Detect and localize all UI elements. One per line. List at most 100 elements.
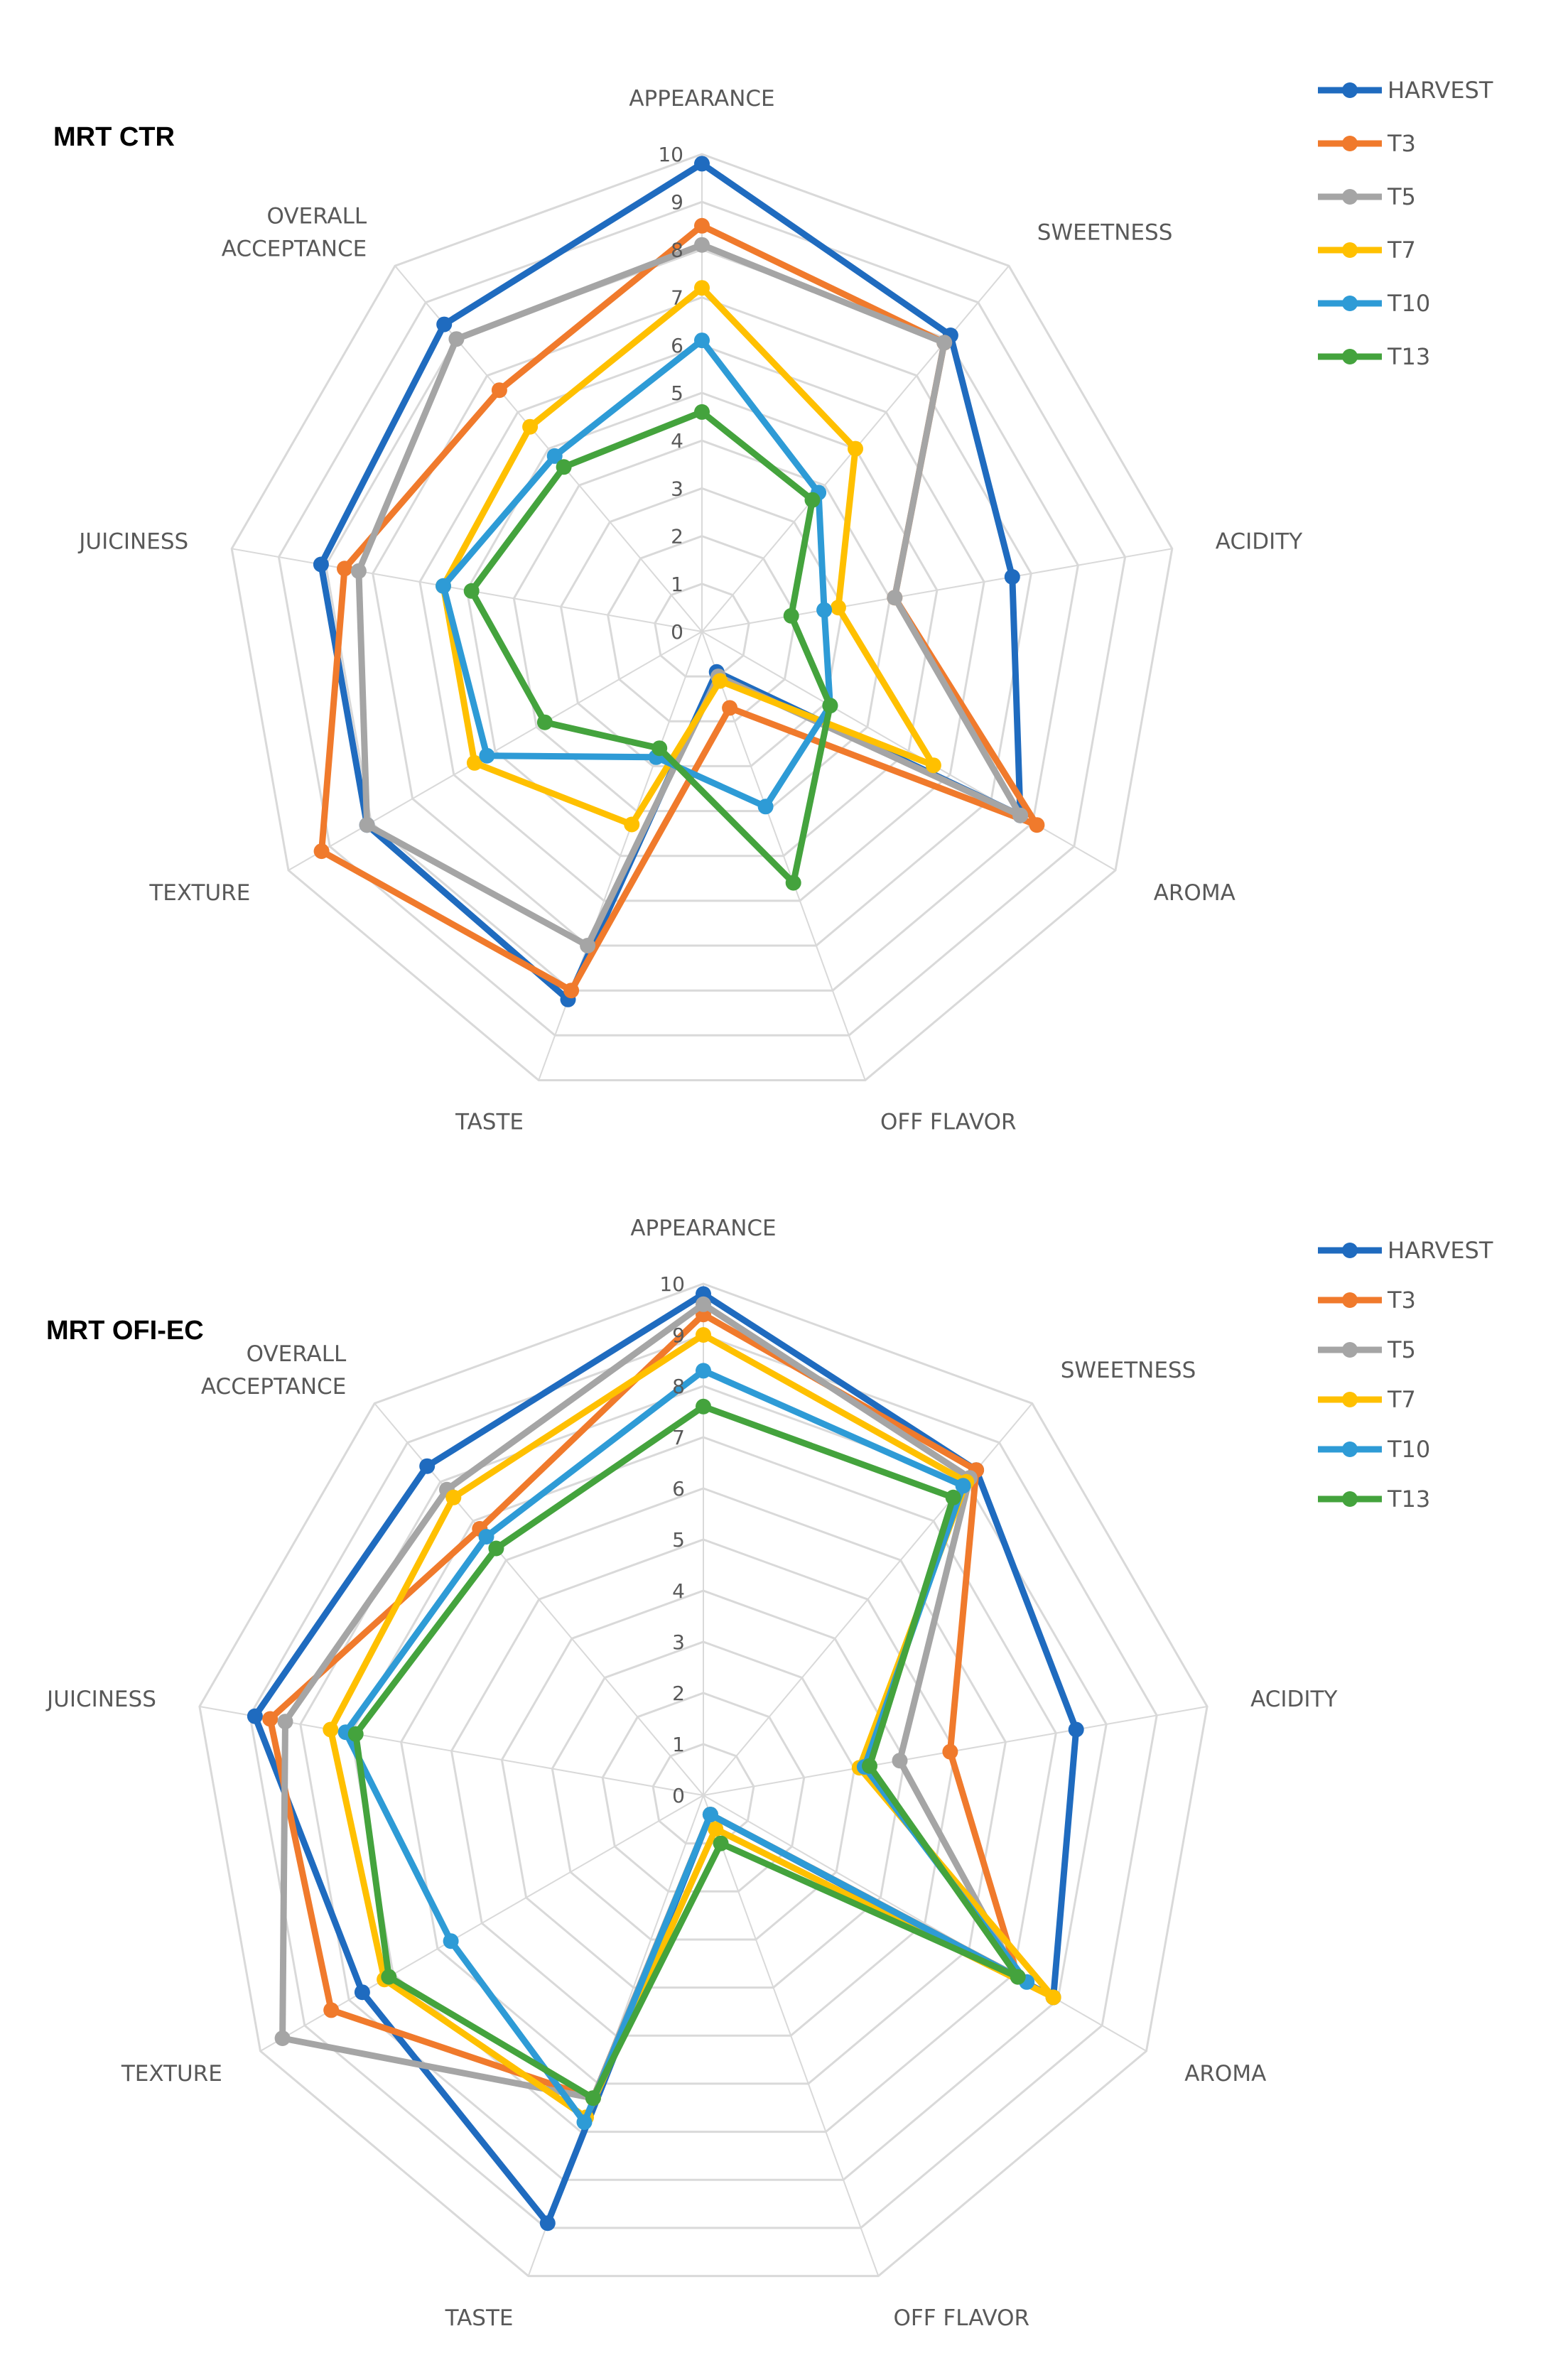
series-line-t7 bbox=[440, 284, 937, 828]
data-point-t3-texture bbox=[313, 843, 330, 860]
series-line-t13 bbox=[352, 1403, 1022, 2102]
tick-label: 9 bbox=[671, 190, 683, 214]
data-point-harvest-texture bbox=[354, 1984, 370, 2001]
axis-label-off-flavor: OFF FLAVOR bbox=[894, 2305, 1030, 2331]
tick-label: 8 bbox=[671, 238, 683, 261]
axis-label-overall-acceptance: OVERALL ACCEPTANCE bbox=[201, 1341, 347, 1400]
legend-item-t7: T7 bbox=[1318, 237, 1416, 264]
data-point-t3-overall-acceptance bbox=[491, 382, 507, 399]
series-line-t13 bbox=[468, 409, 833, 887]
legend-marker bbox=[1342, 349, 1358, 364]
data-point-t10-texture bbox=[443, 1933, 459, 1949]
data-point-t5-sweetness bbox=[936, 335, 953, 351]
legend-label: HARVEST bbox=[1388, 1237, 1493, 1264]
axis-label-sweetness: SWEETNESS bbox=[1037, 220, 1173, 246]
axis-label-aroma: AROMA bbox=[1184, 2061, 1266, 2087]
legend-label: T5 bbox=[1387, 183, 1416, 210]
gridline-ring bbox=[559, 487, 845, 767]
gridline-ring bbox=[198, 1282, 1209, 2278]
gridline-ring bbox=[325, 248, 1079, 992]
legend-marker bbox=[1342, 1243, 1358, 1258]
gridline-ring bbox=[654, 583, 750, 678]
data-point-t7-aroma bbox=[925, 757, 941, 774]
legend-item-t5: T5 bbox=[1318, 183, 1416, 210]
axis-label-taste: TASTE bbox=[445, 2305, 514, 2331]
data-point-t13-overall-acceptance bbox=[556, 459, 572, 475]
data-point-t13-overall-acceptance bbox=[488, 1540, 504, 1557]
axis-label-appearance: APPEARANCE bbox=[629, 86, 774, 112]
legend-label: T5 bbox=[1387, 1336, 1416, 1363]
axis-spoke bbox=[701, 631, 1116, 871]
legend: HARVEST T3 T5 T7 T10 T13 bbox=[1318, 1237, 1493, 1513]
gridline-ring bbox=[450, 1538, 957, 2037]
gridline-ring bbox=[350, 1436, 1057, 2133]
legend-item-harvest: HARVEST bbox=[1318, 1237, 1493, 1264]
data-point-t5-taste bbox=[580, 938, 596, 953]
data-point-t5-texture bbox=[274, 2030, 291, 2046]
data-point-harvest-acidity bbox=[1068, 1721, 1084, 1738]
data-point-t10-appearance bbox=[696, 1363, 711, 1379]
data-point-t7-off-flavor bbox=[708, 1821, 724, 1837]
legend-label: T10 bbox=[1387, 1436, 1430, 1463]
data-point-t3-acidity bbox=[942, 1743, 958, 1760]
radar-chart-mrt-ctr: 0 1 2 3 4 5 6 7 8 9 10 APPEARANCE SWEETNESS ACIDITY AR… bbox=[53, 77, 1493, 1135]
axis-label-appearance: APPEARANCE bbox=[630, 1216, 776, 1241]
gridline-ring bbox=[500, 1589, 907, 1989]
data-point-t3-juiciness bbox=[262, 1711, 279, 1727]
series-t5 bbox=[350, 237, 1029, 953]
gridline-ring bbox=[607, 535, 797, 723]
data-point-t13-appearance bbox=[694, 404, 710, 420]
legend-label: T3 bbox=[1387, 1287, 1416, 1314]
data-point-t7-sweetness bbox=[848, 440, 863, 457]
data-point-t5-juiciness bbox=[350, 563, 367, 579]
data-point-t7-acidity bbox=[830, 600, 846, 616]
data-point-t5-texture bbox=[359, 817, 375, 833]
data-point-t10-appearance bbox=[694, 332, 710, 349]
data-point-harvest-overall-acceptance bbox=[436, 316, 453, 332]
axis-label-juiciness: JUICINESS bbox=[45, 1687, 156, 1712]
legend-marker bbox=[1342, 242, 1358, 258]
tick-label: 2 bbox=[672, 1682, 685, 1705]
data-point-harvest-acidity bbox=[1004, 569, 1020, 585]
chart-title: MRT CTR bbox=[53, 122, 175, 152]
data-point-t5-overall-acceptance bbox=[448, 331, 465, 347]
legend-label: T3 bbox=[1387, 130, 1416, 157]
tick-label: 4 bbox=[671, 429, 683, 453]
tick-label: 1 bbox=[671, 573, 683, 596]
gridline-ring bbox=[277, 200, 1127, 1037]
legend-item-harvest: HARVEST bbox=[1318, 77, 1493, 104]
legend-label: T7 bbox=[1387, 237, 1416, 264]
gridline-ring bbox=[465, 391, 939, 858]
legend-label: T13 bbox=[1387, 1486, 1430, 1513]
data-point-t13-texture bbox=[536, 714, 553, 730]
axis-label-aroma: AROMA bbox=[1154, 880, 1235, 906]
axis-label-texture: TEXTURE bbox=[148, 880, 250, 906]
data-point-t7-texture bbox=[466, 754, 482, 771]
legend-item-t3: T3 bbox=[1318, 1287, 1416, 1314]
tick-label: 2 bbox=[671, 525, 683, 548]
legend-item-t10: T10 bbox=[1318, 1436, 1430, 1463]
gridline-ring bbox=[551, 1640, 856, 1941]
axis-label-texture: TEXTURE bbox=[121, 2061, 222, 2087]
tick-label: 0 bbox=[672, 1784, 685, 1807]
tick-label: 7 bbox=[671, 286, 683, 310]
legend: HARVEST T3 T5 T7 T10 T13 bbox=[1318, 77, 1493, 370]
data-point-t13-sweetness bbox=[804, 492, 821, 508]
data-point-t3-juiciness bbox=[337, 561, 352, 577]
data-point-t13-juiciness bbox=[347, 1726, 364, 1742]
legend-marker bbox=[1342, 1342, 1358, 1358]
axis-spoke bbox=[288, 631, 703, 871]
tick-label: 6 bbox=[671, 334, 683, 357]
data-point-t13-acidity bbox=[862, 1758, 877, 1774]
axis-label-sweetness: SWEETNESS bbox=[1061, 1358, 1196, 1383]
data-point-harvest-appearance bbox=[694, 156, 710, 172]
data-point-t3-taste bbox=[563, 983, 580, 999]
data-point-t13-taste bbox=[651, 740, 668, 757]
series-t13 bbox=[347, 1398, 1026, 2106]
legend-label: T7 bbox=[1387, 1386, 1416, 1413]
data-point-t7-appearance bbox=[694, 280, 710, 296]
legend-label: T10 bbox=[1387, 290, 1430, 317]
data-point-t5-acidity bbox=[892, 1753, 908, 1769]
data-point-t10-juiciness bbox=[436, 578, 451, 594]
data-point-t7-overall-acceptance bbox=[445, 1489, 462, 1505]
